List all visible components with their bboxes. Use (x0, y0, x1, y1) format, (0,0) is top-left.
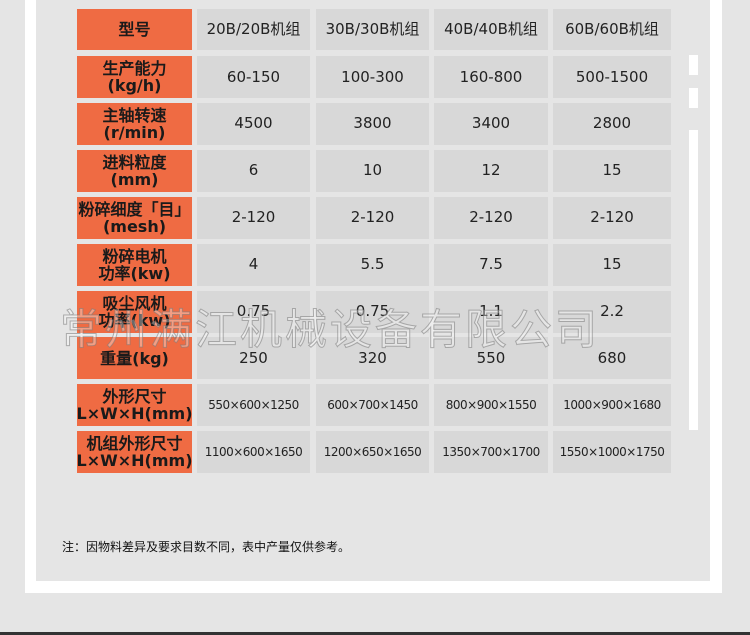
table-cell: 680 (553, 337, 671, 380)
row-label: 进料粒度 (mm) (77, 149, 192, 192)
scroll-segment (689, 130, 698, 430)
table-cell: 2-120 (553, 196, 671, 239)
table-cell: 550×600×1250 (197, 384, 310, 427)
table-cell: 1350×700×1700 (434, 431, 548, 474)
header-cell: 60B/60B机组 (553, 9, 671, 50)
table-cell: 1.1 (434, 290, 548, 333)
table-cell: 2800 (553, 102, 671, 145)
table-cell: 0.75 (316, 290, 429, 333)
table-cell: 5.5 (316, 243, 429, 286)
header-cell: 30B/30B机组 (316, 9, 429, 50)
scroll-segment (689, 88, 698, 108)
header-cell: 40B/40B机组 (434, 9, 548, 50)
row-label: 外形尺寸 L×W×H(mm) (77, 384, 193, 427)
table-cell: 0.75 (197, 290, 310, 333)
table-cell: 500-1500 (553, 56, 671, 98)
table-cell: 15 (553, 243, 671, 286)
table-cell: 600×700×1450 (316, 384, 429, 427)
table-cell: 3800 (316, 102, 429, 145)
table-cell: 4500 (197, 102, 310, 145)
table-cell: 2-120 (434, 196, 548, 239)
row-label: 生产能力 (kg/h) (77, 56, 192, 98)
row-label: 主轴转速 (r/min) (77, 102, 192, 145)
header-label: 型号 (77, 9, 192, 50)
table-cell: 1550×1000×1750 (553, 431, 671, 474)
header-cell: 20B/20B机组 (197, 9, 310, 50)
row-label: 粉碎电机 功率(kw) (77, 243, 192, 286)
table-cell: 1100×600×1650 (197, 431, 310, 474)
table-cell: 10 (316, 149, 429, 192)
footnote: 注：因物料差异及要求目数不同，表中产量仅供参考。 (62, 540, 351, 554)
table-cell: 6 (197, 149, 310, 192)
table-cell: 2.2 (553, 290, 671, 333)
row-label: 机组外形尺寸 L×W×H(mm) (77, 431, 193, 474)
divider (0, 632, 750, 635)
table-cell: 1000×900×1680 (553, 384, 671, 427)
row-label: 吸尘风机 功率(kw) (77, 290, 192, 333)
table-cell: 60-150 (197, 56, 310, 98)
table-cell: 550 (434, 337, 548, 380)
table-cell: 3400 (434, 102, 548, 145)
table-cell: 160-800 (434, 56, 548, 98)
table-cell: 15 (553, 149, 671, 192)
table-cell: 320 (316, 337, 429, 380)
scroll-segment (689, 55, 698, 75)
table-cell: 100-300 (316, 56, 429, 98)
row-label: 重量(kg) (77, 337, 192, 380)
row-label: 粉碎细度「目」 (mesh) (77, 196, 192, 239)
table-cell: 4 (197, 243, 310, 286)
table-cell: 2-120 (197, 196, 310, 239)
table-cell: 800×900×1550 (434, 384, 548, 427)
table-cell: 2-120 (316, 196, 429, 239)
table-cell: 250 (197, 337, 310, 380)
table-cell: 12 (434, 149, 548, 192)
table-cell: 1200×650×1650 (316, 431, 429, 474)
table-cell: 7.5 (434, 243, 548, 286)
